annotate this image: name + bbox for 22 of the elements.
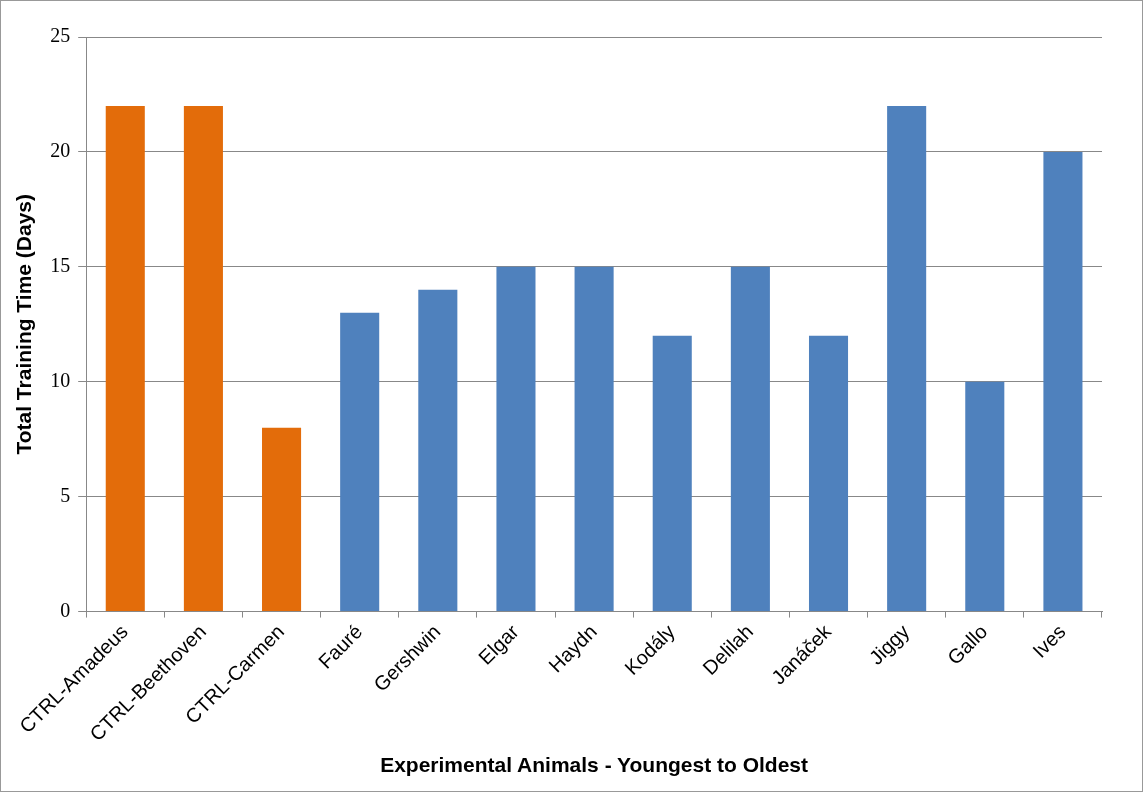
y-tick-label: 0 (60, 598, 71, 621)
y-tick-label: 25 (50, 24, 71, 47)
bar (652, 335, 692, 612)
x-tick-label: Ives (1028, 620, 1070, 662)
bar (262, 427, 302, 612)
y-tick-label: 20 (50, 139, 71, 162)
bar (808, 335, 849, 612)
bar (1043, 151, 1083, 612)
x-axis-title: Experimental Animals - Youngest to Oldest (380, 753, 809, 777)
bar (496, 266, 536, 612)
y-tick-label: 15 (50, 254, 71, 277)
y-axis-title: Total Training Time (Days) (12, 193, 36, 455)
bar (887, 105, 927, 612)
bar (418, 289, 458, 612)
bar (340, 312, 380, 612)
bar (574, 266, 614, 612)
bar (730, 266, 770, 612)
y-tick-label: 10 (50, 368, 71, 391)
bar (183, 105, 223, 612)
y-tick-label: 5 (60, 483, 71, 506)
bar (105, 105, 145, 612)
bar (965, 381, 1005, 612)
